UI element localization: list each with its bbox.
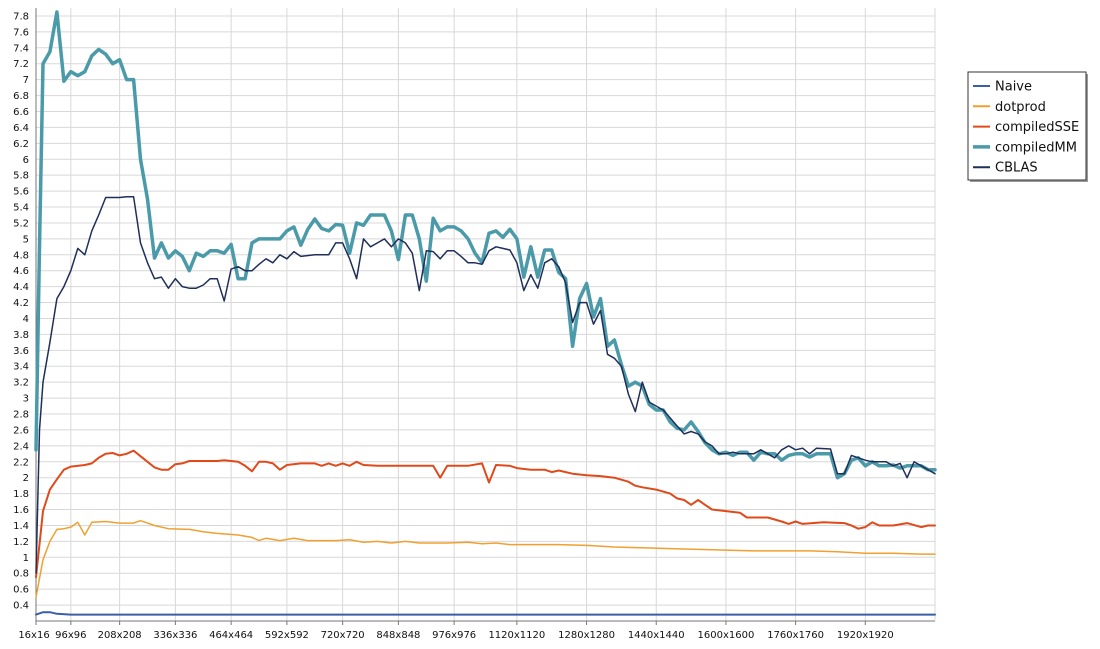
y-tick-label: 2.8	[13, 410, 29, 421]
y-tick-label: 5.8	[13, 171, 29, 182]
y-tick-label: 7.4	[13, 43, 29, 54]
y-tick-label: 6.6	[13, 107, 29, 118]
y-tick-label: 1	[23, 553, 29, 564]
y-tick-label: 4.2	[13, 298, 29, 309]
y-tick-label: 2.4	[13, 441, 29, 452]
y-tick-label: 2.6	[13, 425, 29, 436]
x-tick-label: 96x96	[55, 630, 86, 641]
legend-label: compiledMM	[995, 140, 1077, 155]
series-line-naive	[35, 611, 936, 616]
x-tick-label: 1440x1440	[628, 630, 685, 641]
axes	[35, 8, 936, 625]
legend-label: CBLAS	[995, 161, 1038, 176]
y-tick-label: 6	[23, 155, 29, 166]
y-tick-label: 7	[23, 75, 29, 86]
x-tick-label: 848x848	[376, 630, 420, 641]
legend-label: Naive	[995, 80, 1032, 95]
y-tick-label: 2.2	[13, 457, 29, 468]
series-line-compiledmm	[34, 10, 937, 480]
y-tick-label: 1.6	[13, 505, 29, 516]
series-line-dotprod	[35, 519, 936, 598]
legend: Naive dotprod compiledSSE compiledMM CBLAS	[967, 71, 1088, 182]
y-tick-label: 7.8	[13, 11, 29, 22]
y-tick-label: 3.8	[13, 330, 29, 341]
y-tick-label: 1.8	[13, 489, 29, 500]
grid	[36, 8, 935, 621]
y-tick-label: 2	[23, 473, 29, 484]
x-tick-label: 208x208	[98, 630, 142, 641]
x-tick-label: 464x464	[209, 630, 253, 641]
y-tick-label: 5.2	[13, 218, 29, 229]
y-tick-label: 6.2	[13, 139, 29, 150]
x-tick-label: 1600x1600	[698, 630, 755, 641]
y-tick-label: 4.4	[13, 282, 29, 293]
series-line-cblas	[35, 195, 936, 574]
y-tick-label: 0.6	[13, 585, 29, 596]
y-tick-label: 4.6	[13, 266, 29, 277]
y-tick-label: 6.8	[13, 91, 29, 102]
series-line-compiledsse	[35, 449, 936, 579]
x-tick-label: 16x16	[18, 630, 49, 641]
y-tick-label: 3.2	[13, 378, 29, 389]
series-lines	[34, 10, 937, 616]
x-tick-label: 1760x1760	[767, 630, 824, 641]
y-tick-label: 4.8	[13, 250, 29, 261]
x-tick-label: 976x976	[432, 630, 476, 641]
y-tick-label: 0.4	[13, 601, 29, 612]
y-tick-label: 4	[23, 314, 29, 325]
y-tick-label: 3	[23, 394, 29, 405]
legend-label: dotprod	[995, 100, 1046, 115]
y-tick-label: 7.2	[13, 59, 29, 70]
x-tick-label: 1280x1280	[558, 630, 615, 641]
x-tick-label: 1920x1920	[837, 630, 894, 641]
y-tick-label: 0.8	[13, 569, 29, 580]
y-axis-ticks: 0.4 0.6 0.8 1 1.2 1.4 1.6 1.8 2 2.2 2.4 2.6 2.8 3 3.2 3…	[13, 11, 29, 611]
y-tick-label: 3.6	[13, 346, 29, 357]
y-tick-label: 1.2	[13, 537, 29, 548]
x-axis-ticks: 16x16 96x96 208x208 336x336 464x464 592x592 72…	[18, 630, 893, 641]
y-tick-label: 1.4	[13, 521, 29, 532]
y-tick-label: 7.6	[13, 27, 29, 38]
y-tick-label: 5	[23, 234, 29, 245]
x-tick-label: 592x592	[265, 630, 309, 641]
y-tick-label: 5.4	[13, 203, 29, 214]
y-tick-label: 5.6	[13, 187, 29, 198]
y-tick-label: 3.4	[13, 362, 29, 373]
x-tick-label: 1120x1120	[488, 630, 545, 641]
legend-label: compiledSSE	[995, 120, 1079, 135]
x-tick-label: 336x336	[153, 630, 197, 641]
x-tick-label: 720x720	[321, 630, 365, 641]
y-tick-label: 6.4	[13, 123, 29, 134]
